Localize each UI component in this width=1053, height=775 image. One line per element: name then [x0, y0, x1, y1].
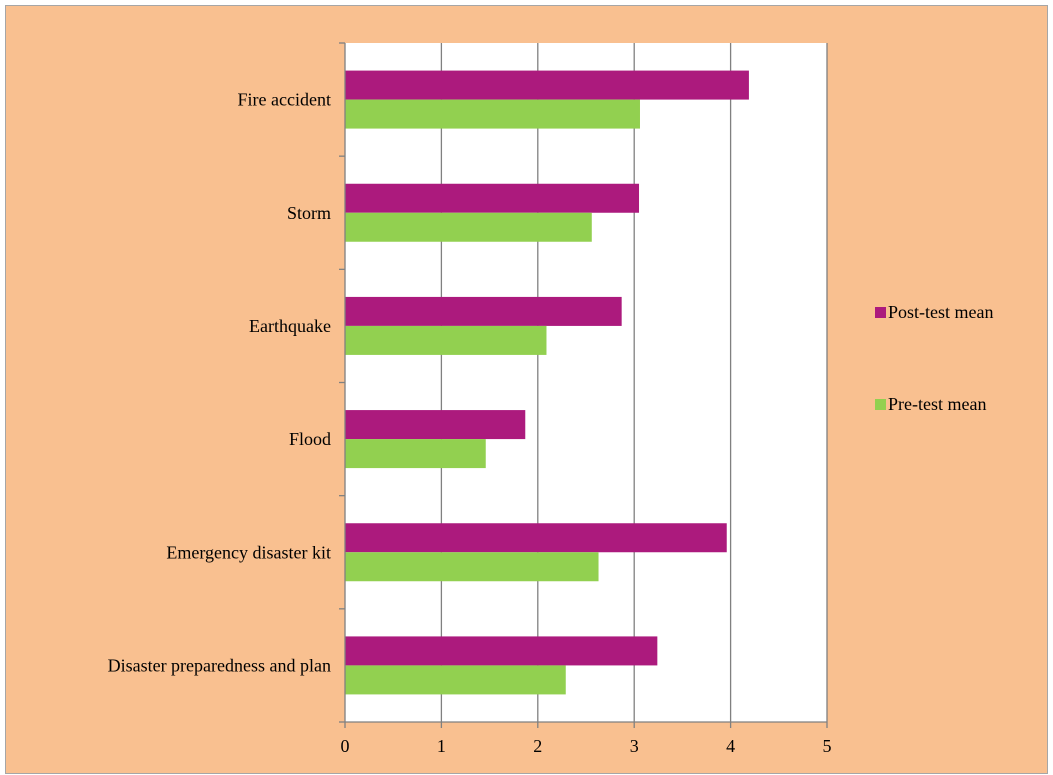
bar-chart: 0 1 2 3 4 5 Fire accident Storm Earthquake Flood E… [108, 42, 994, 756]
category-label: Emergency disaster kit [166, 542, 331, 562]
pre-test-bar [345, 325, 547, 355]
post-test-bar [345, 523, 727, 553]
x-tick-label: 1 [437, 736, 446, 756]
x-tick-label: 4 [726, 736, 735, 756]
category-label: Disaster preparedness and plan [108, 655, 331, 675]
category-label: Earthquake [249, 316, 331, 336]
category-label: Storm [287, 203, 331, 223]
x-tick-label: 3 [630, 736, 639, 756]
plot-area [345, 43, 827, 722]
post-test-bar [345, 636, 658, 666]
pre-test-bar [345, 552, 599, 582]
x-tick-label: 0 [341, 736, 350, 756]
gridlines [440, 43, 828, 722]
legend-label-pre-test: Pre-test mean [888, 394, 986, 414]
bars [345, 70, 749, 695]
pre-test-bar [345, 99, 640, 129]
labels: 0 1 2 3 4 5 Fire accident Storm Earthquake Flood E… [108, 90, 832, 756]
x-tick-label: 5 [823, 736, 832, 756]
x-tick-label: 2 [533, 736, 542, 756]
legend-swatch-pre-test [875, 399, 886, 410]
category-label: Fire accident [238, 90, 331, 110]
category-label: Flood [289, 429, 331, 449]
post-test-bar [345, 70, 749, 100]
legend: Post-test mean Pre-test mean [875, 302, 994, 414]
pre-test-bar [345, 212, 592, 242]
chart-area: 0 1 2 3 4 5 Fire accident Storm Earthquake Flood E… [5, 5, 1048, 774]
legend-swatch-post-test [875, 307, 886, 318]
post-test-bar [345, 410, 526, 440]
post-test-bar [345, 183, 640, 213]
post-test-bar [345, 296, 622, 326]
axes [339, 42, 828, 728]
pre-test-bar [345, 439, 486, 469]
legend-label-post-test: Post-test mean [888, 302, 994, 322]
pre-test-bar [345, 665, 566, 695]
